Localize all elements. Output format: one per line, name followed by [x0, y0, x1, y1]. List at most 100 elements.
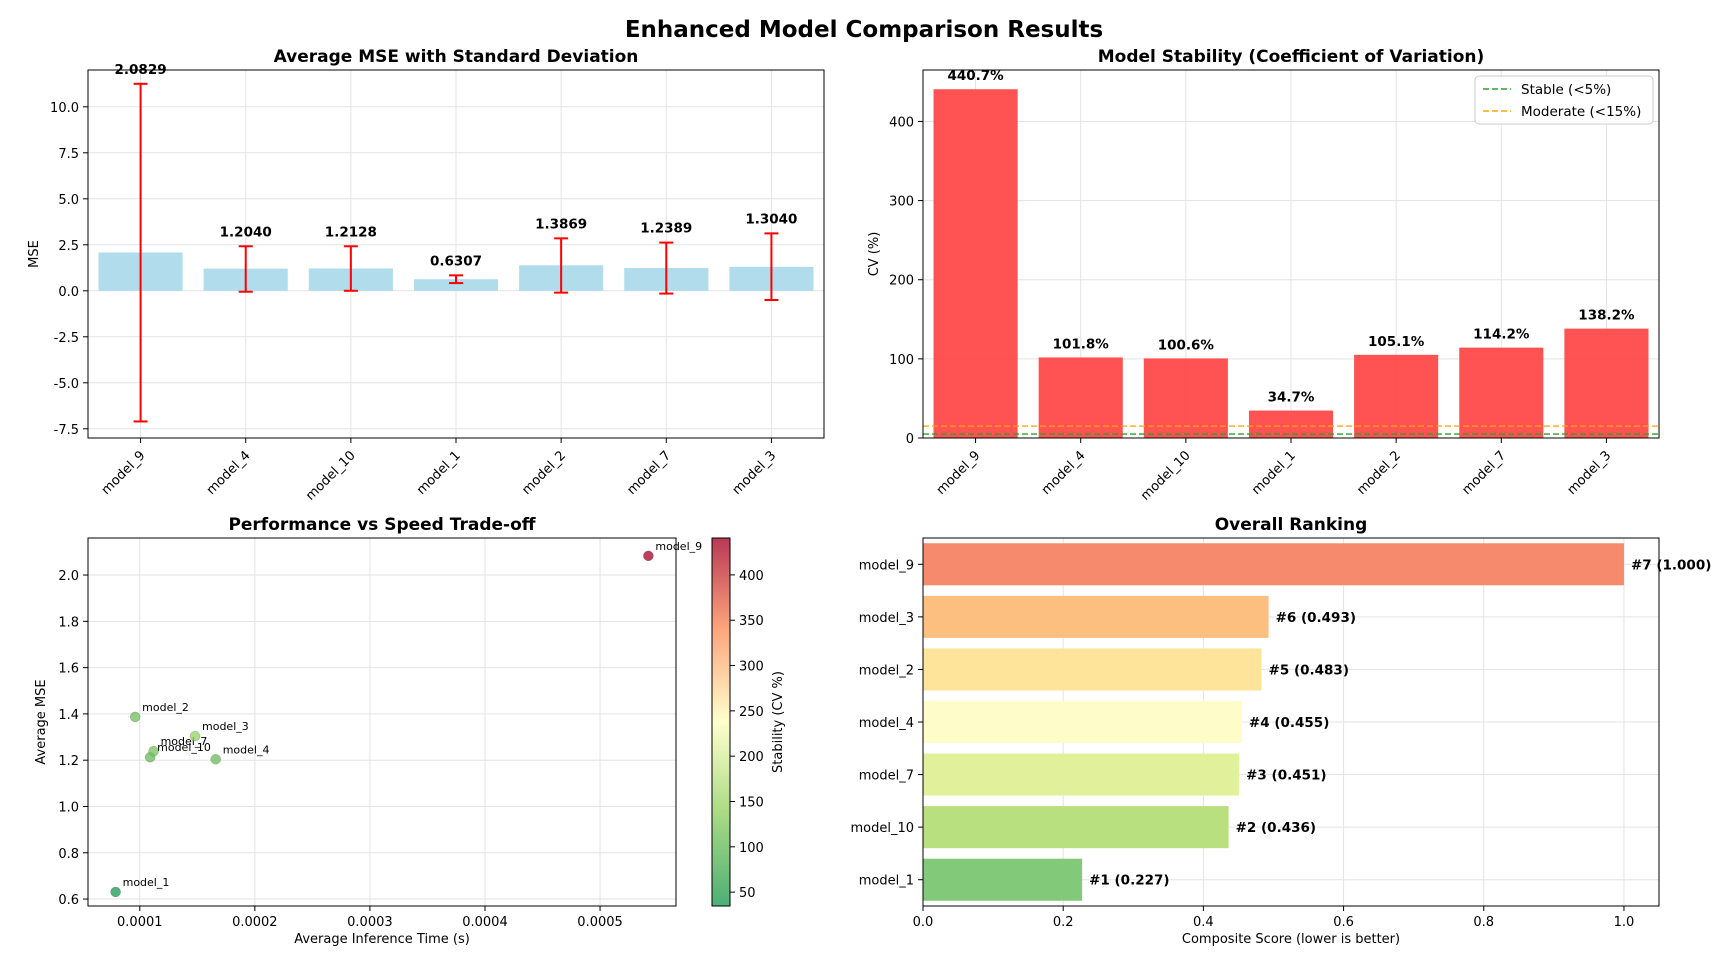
x-tick-label: 0.0005: [577, 915, 623, 930]
y-tick-label: model_9: [859, 558, 914, 573]
x-axis-label: Average Inference Time (s): [294, 932, 470, 947]
y-tick-label: -7.5: [54, 423, 79, 438]
colorbar-tick-label: 300: [739, 660, 764, 675]
scatter-point: [210, 754, 221, 765]
y-tick-label: 2.5: [58, 239, 79, 254]
x-tick-label: model_7: [624, 448, 674, 498]
y-tick-label: 200: [889, 274, 914, 289]
bar-value-label: 138.2%: [1578, 308, 1635, 324]
point-label: model_10: [157, 741, 211, 754]
chart-title: Overall Ranking: [1215, 515, 1368, 535]
ranking-bar: [923, 806, 1229, 849]
legend-box: [1474, 75, 1654, 125]
colorbar: [711, 537, 731, 907]
x-tick-label: model_9: [99, 448, 149, 498]
cv-bar: [1459, 347, 1544, 438]
x-tick-label: model_2: [1354, 448, 1404, 498]
colorbar-tick-label: 100: [739, 841, 764, 856]
bar-value-label: 100.6%: [1158, 337, 1215, 353]
bar-value-label: #6 (0.493): [1276, 610, 1356, 626]
y-axis-label: CV (%): [867, 232, 882, 277]
point-label: model_2: [142, 701, 189, 714]
cv-bar: [1038, 357, 1123, 438]
y-tick-label: model_1: [859, 874, 914, 889]
bar-value-label: 1.2128: [325, 224, 377, 240]
y-tick-label: -2.5: [54, 331, 79, 346]
y-tick-label: 2.0: [58, 569, 79, 584]
mse-bar: [413, 279, 499, 291]
grid-lines: [923, 70, 1659, 439]
colorbar-tick-label: 150: [739, 795, 764, 810]
x-tick-label: model_9: [934, 448, 984, 498]
colorbar-tick-label: 400: [739, 569, 764, 584]
point-label: model_3: [202, 720, 249, 733]
y-tick-label: 0.8: [58, 847, 79, 862]
y-tick-label: 1.6: [58, 662, 79, 677]
x-tick-label: model_7: [1459, 448, 1509, 498]
cv-bar: [933, 89, 1018, 439]
x-tick-label: 0.4: [1193, 915, 1214, 930]
colorbar-label: Stability (CV %): [771, 671, 786, 773]
x-tick-label: model_1: [414, 448, 464, 498]
y-tick-label: 1.4: [58, 708, 79, 723]
y-tick-label: 0.0: [58, 285, 79, 300]
x-tick-label: model_1: [1249, 448, 1299, 498]
x-tick-label: model_10: [1138, 448, 1194, 504]
x-tick-label: model_3: [730, 448, 780, 498]
scatter-point: [110, 886, 121, 898]
y-tick-label: 100: [889, 353, 914, 368]
cv-bar: [1564, 328, 1649, 438]
bar-value-label: 1.2389: [640, 221, 692, 237]
x-tick-label: 0.0002: [232, 915, 278, 930]
colorbar-tick-label: 350: [739, 614, 764, 629]
x-tick-label: 0.8: [1473, 915, 1494, 930]
x-tick-label: model_3: [1565, 448, 1615, 498]
cv-bar: [1354, 354, 1439, 438]
ranking-barh-chart: #7 (1.000) #6 (0.493) #5 (0.483) #4 (0.455)…: [850, 515, 1711, 947]
bar-value-label: #2 (0.436): [1236, 820, 1316, 836]
bar-value-label: #1 (0.227): [1089, 873, 1169, 889]
ranking-bar: [923, 858, 1083, 901]
bar-value-label: 1.2040: [220, 224, 272, 240]
chart-legend: Stable (<5%) Moderate (<15%): [1474, 75, 1654, 125]
colorbar-tick-label: 250: [739, 705, 764, 720]
bar-value-label: 34.7%: [1268, 390, 1315, 406]
plot-frame: [87, 537, 677, 907]
bar-value-label: #4 (0.455): [1249, 715, 1329, 731]
speed-scatter-chart: model_9 model_4 model_10 model_1 model_2mode…: [34, 515, 786, 947]
y-tick-label: 400: [889, 115, 914, 130]
x-tick-label: 0.2: [1053, 915, 1074, 930]
x-tick-label: 0.0004: [462, 915, 508, 930]
bar-value-label: 1.3869: [535, 216, 587, 232]
y-tick-label: -5.0: [54, 377, 79, 392]
y-tick-label: 1.8: [58, 615, 79, 630]
y-tick-label: 1.0: [58, 800, 79, 815]
chart-title: Model Stability (Coefficient of Variatio…: [1098, 47, 1485, 67]
x-tick-label: 1.0: [1614, 915, 1635, 930]
colorbar-tick-label: 50: [739, 886, 756, 901]
point-label: model_1: [123, 876, 170, 889]
x-tick-label: model_10: [303, 448, 359, 504]
figure-suptitle: Enhanced Model Comparison Results: [625, 17, 1103, 43]
x-tick-label: 0.0: [913, 915, 934, 930]
x-tick-label: model_4: [204, 448, 254, 498]
bar-value-label: 0.6307: [430, 253, 482, 269]
y-tick-label: 10.0: [50, 101, 79, 116]
x-axis-label: Composite Score (lower is better): [1182, 932, 1400, 947]
y-tick-label: model_7: [859, 769, 914, 784]
ranking-bar: [923, 648, 1262, 691]
x-tick-label: 0.0001: [117, 915, 163, 930]
chart-title: Performance vs Speed Trade-off: [228, 515, 535, 535]
scatter-point: [189, 730, 201, 742]
x-tick-label: model_2: [519, 448, 569, 498]
y-tick-label: model_2: [859, 663, 914, 678]
y-tick-label: 5.0: [58, 193, 79, 208]
bar-value-label: #5 (0.483): [1269, 662, 1349, 678]
y-tick-label: model_3: [859, 611, 914, 626]
y-tick-label: 300: [889, 195, 914, 210]
y-axis-label: MSE: [27, 240, 42, 268]
bar-value-label: 440.7%: [947, 68, 1004, 84]
cv-bar: [1143, 358, 1228, 438]
